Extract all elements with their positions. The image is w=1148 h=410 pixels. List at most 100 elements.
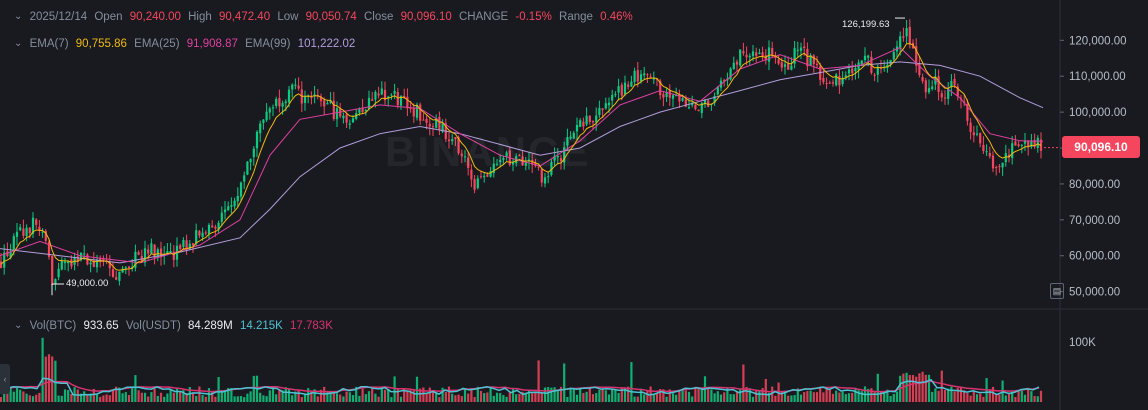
chart-settings-icon[interactable]: ▤: [1050, 283, 1064, 299]
volume-bar: [556, 390, 559, 402]
candle-body: [633, 70, 636, 82]
candle-body: [604, 103, 607, 109]
volume-bar: [847, 393, 851, 402]
volume-bar: [751, 396, 755, 402]
candle-body: [531, 160, 534, 165]
candle-body: [963, 101, 966, 103]
chevron-down-icon[interactable]: ⌄: [14, 38, 23, 49]
volume-bar: [959, 387, 963, 402]
volume-bar: [652, 394, 655, 402]
candle-body: [838, 76, 841, 86]
volume-bar: [393, 376, 396, 402]
volume-bar: [614, 389, 617, 402]
volume-bar: [153, 388, 156, 402]
volume-bar: [387, 389, 390, 402]
volume-bar: [463, 388, 467, 402]
volume-bar: [886, 389, 889, 402]
volume-bar: [444, 391, 447, 402]
volume-bar: [316, 396, 319, 402]
candle-body: [470, 169, 473, 180]
candle-body: [723, 79, 726, 82]
volume-bar: [319, 389, 323, 402]
volume-bar: [719, 394, 723, 402]
volume-bar: [521, 391, 524, 402]
volume-bar: [92, 388, 95, 402]
volume-bar: [617, 393, 620, 402]
volume-bar: [159, 392, 163, 402]
candle-body: [207, 224, 211, 235]
chevron-down-icon[interactable]: ⌄: [14, 11, 23, 22]
candle-body: [57, 268, 60, 278]
ema25-line: [0, 46, 1044, 264]
volume-bar: [131, 388, 134, 402]
candle-body: [147, 249, 150, 254]
candle-body: [294, 84, 297, 86]
volume-bar: [236, 396, 239, 402]
candle-body: [118, 271, 121, 282]
volume-bar: [335, 393, 339, 402]
volume-bar: [371, 388, 374, 402]
open-value: 90,240.00: [129, 11, 181, 23]
candle-body: [262, 119, 265, 124]
volume-bar: [95, 394, 99, 402]
volume-bar: [329, 390, 332, 402]
candle-body: [556, 155, 559, 158]
candle-body: [473, 179, 476, 190]
volume-bar: [403, 388, 406, 402]
y-tick-label: 70,000.00: [1069, 215, 1120, 227]
volume-bar: [793, 395, 796, 402]
chevron-down-icon[interactable]: ⌄: [14, 320, 23, 331]
candle-body: [492, 163, 495, 174]
chevron-left-icon[interactable]: ‹: [0, 364, 10, 394]
candle-body: [287, 89, 291, 103]
candle-body: [697, 109, 700, 112]
volume-bar: [812, 392, 815, 402]
candle-body: [159, 248, 163, 257]
volume-bar: [854, 387, 857, 402]
candle-body: [25, 227, 28, 236]
volume-bar: [191, 393, 195, 402]
candle-body: [463, 156, 467, 158]
candle-body: [204, 232, 207, 234]
candle-body: [579, 120, 582, 127]
candle-body: [419, 104, 422, 121]
y-tick-label: 50,000.00: [1069, 287, 1120, 299]
volume-bar: [374, 393, 377, 402]
volume-bar: [227, 388, 230, 402]
candle-body: [153, 244, 156, 258]
y-tick-label: 100,000.00: [1069, 107, 1127, 119]
volume-bar: [950, 386, 953, 402]
volume-bar: [639, 388, 643, 402]
volume-bar: [163, 396, 166, 402]
volume-bar: [118, 387, 121, 402]
volume-bar: [9, 387, 12, 402]
volume-bar: [278, 389, 281, 402]
candle-body: [435, 118, 438, 128]
volume-bar: [796, 388, 799, 402]
volume-bar: [300, 397, 303, 402]
ema7-line: [0, 43, 1042, 271]
volume-bar: [559, 386, 563, 402]
candle-body: [217, 222, 220, 230]
volume-bar: [908, 375, 911, 402]
candle-body: [460, 153, 463, 157]
volume-bar: [399, 396, 403, 402]
volume-bar: [495, 392, 499, 402]
candle-body: [1001, 162, 1004, 168]
volume-bar: [531, 391, 534, 402]
candle-body: [739, 49, 742, 66]
volume-bar: [271, 386, 275, 402]
volume-bar: [915, 376, 918, 402]
volume-bar: [22, 391, 25, 402]
candle-body: [1020, 144, 1023, 146]
candle-body: [540, 169, 543, 183]
candle-body: [99, 258, 102, 261]
candle-body: [793, 48, 796, 64]
y-tick-label: 120,000.00: [1069, 35, 1127, 47]
volume-bar: [892, 393, 895, 402]
candle-body: [438, 117, 441, 130]
volume-bar: [716, 391, 719, 402]
candle-body: [694, 104, 697, 110]
volume-bar: [681, 389, 684, 402]
